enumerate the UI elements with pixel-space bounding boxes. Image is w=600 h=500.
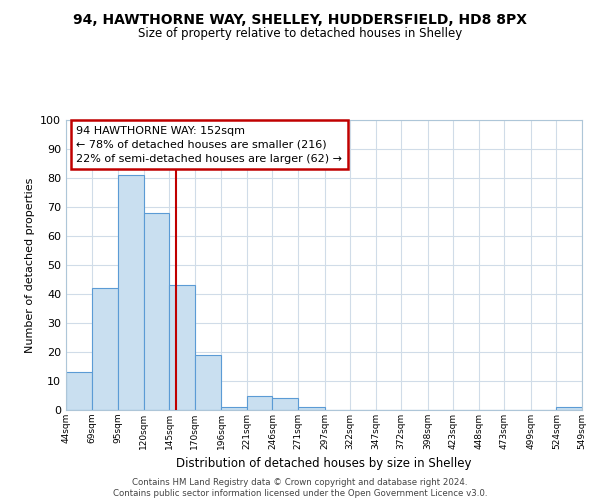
Y-axis label: Number of detached properties: Number of detached properties — [25, 178, 35, 352]
Bar — [118, 175, 143, 410]
Bar — [143, 213, 169, 410]
Bar — [247, 396, 272, 410]
Text: Contains HM Land Registry data © Crown copyright and database right 2024.
Contai: Contains HM Land Registry data © Crown c… — [113, 478, 487, 498]
Text: 94, HAWTHORNE WAY, SHELLEY, HUDDERSFIELD, HD8 8PX: 94, HAWTHORNE WAY, SHELLEY, HUDDERSFIELD… — [73, 12, 527, 26]
Bar — [92, 288, 118, 410]
X-axis label: Distribution of detached houses by size in Shelley: Distribution of detached houses by size … — [176, 458, 472, 470]
Bar — [272, 398, 298, 410]
Text: 94 HAWTHORNE WAY: 152sqm
← 78% of detached houses are smaller (216)
22% of semi-: 94 HAWTHORNE WAY: 152sqm ← 78% of detach… — [76, 126, 343, 164]
Bar — [195, 355, 221, 410]
Bar — [556, 407, 582, 410]
Bar — [169, 286, 195, 410]
Bar — [298, 407, 325, 410]
Bar — [66, 372, 92, 410]
Bar — [221, 407, 247, 410]
Text: Size of property relative to detached houses in Shelley: Size of property relative to detached ho… — [138, 28, 462, 40]
